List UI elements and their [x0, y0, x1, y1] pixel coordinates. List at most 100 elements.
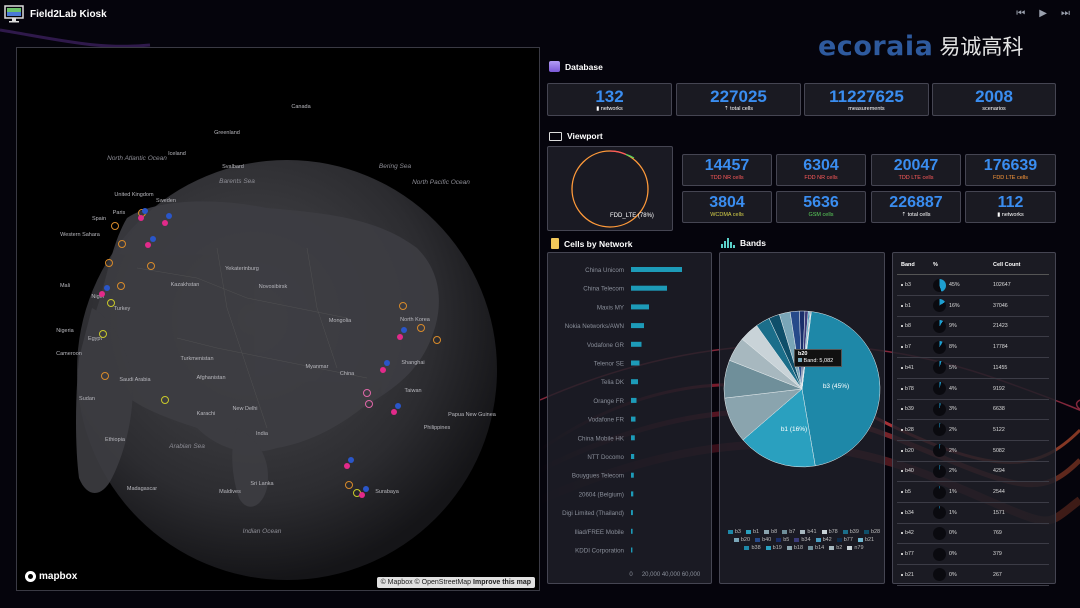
legend-item[interactable]: b38	[744, 545, 761, 551]
network-bar[interactable]	[631, 397, 637, 403]
map-place-label: Myanmar	[306, 364, 329, 370]
skip-forward-icon[interactable]: ⏭	[1061, 8, 1070, 19]
network-type-donut[interactable]: FDD_LTE (78%)	[547, 146, 673, 231]
legend-item[interactable]: b18	[786, 545, 803, 551]
legend-label: b7	[789, 529, 796, 535]
legend-swatch	[847, 546, 853, 550]
legend-item[interactable]: b41	[800, 529, 817, 535]
band-cell: b7	[897, 344, 933, 350]
count-cell: 5122	[993, 426, 1005, 433]
legend-item[interactable]: b5	[776, 537, 789, 543]
network-label: Maxis MY	[597, 304, 624, 311]
band-row[interactable]: b28 2% 5122	[897, 420, 1049, 441]
network-bar[interactable]	[631, 435, 635, 441]
legend-item[interactable]: b14	[808, 545, 824, 551]
band-row[interactable]: b5 1% 2544	[897, 482, 1049, 503]
band-row[interactable]: b20 2% 5082	[897, 441, 1049, 462]
mini-pie-icon	[933, 464, 946, 478]
mini-pie-icon	[933, 526, 946, 540]
donut-label: FDD_LTE (78%)	[610, 213, 654, 219]
network-bar[interactable]	[631, 341, 642, 347]
legend-label: b20	[740, 537, 751, 543]
legend-item[interactable]: n79	[847, 545, 864, 551]
band-row[interactable]: b21 0% 267	[897, 565, 1049, 586]
mapbox-credit[interactable]: © Mapbox	[380, 579, 413, 586]
network-bar[interactable]	[631, 285, 667, 291]
improve-map-link[interactable]: Improve this map	[473, 579, 531, 586]
stat-label: WCDMA cells	[710, 212, 744, 218]
band-row[interactable]: b39 3% 6638	[897, 399, 1049, 421]
bands-pie-panel[interactable]: b3 (45%) b1 (16%) b20 Band: 5,082 b3 b1 b8 b…	[719, 252, 885, 584]
monitor-icon	[549, 131, 562, 141]
play-icon[interactable]: ▶	[1039, 8, 1047, 19]
network-bar[interactable]	[631, 547, 633, 553]
band-row[interactable]: b77 0% 379	[897, 544, 1049, 566]
band-row[interactable]: b78 4% 9192	[897, 379, 1049, 400]
legend-swatch	[727, 530, 733, 534]
network-bar[interactable]	[631, 510, 633, 516]
mapbox-logo[interactable]: mapbox	[25, 571, 77, 582]
band-row[interactable]: b34 1% 1571	[897, 503, 1049, 524]
map-place-label: Spain	[92, 216, 106, 222]
globe-map[interactable]: Canada Greenland Iceland North Atlantic Oce…	[16, 47, 540, 591]
count-cell: 267	[993, 571, 1002, 578]
legend-item[interactable]: b7	[782, 529, 795, 535]
band-cell: b34	[897, 510, 933, 516]
network-bar[interactable]	[631, 528, 633, 534]
band-row[interactable]: b40 2% 4294	[897, 461, 1049, 483]
cells-by-network-chart[interactable]: China Unicom China Telecom Maxis MY Nokia N…	[547, 252, 712, 584]
band-row[interactable]: b42 0% 769	[897, 523, 1049, 545]
network-bar[interactable]	[631, 304, 649, 310]
legend-item[interactable]: b1	[746, 529, 759, 535]
stat-value: 176639	[983, 157, 1038, 174]
stat-label: ⇡ total cells	[723, 106, 754, 112]
pie-label-b1: b1 (16%)	[781, 426, 807, 433]
band-cell: b41	[897, 365, 933, 371]
database-icon	[549, 61, 560, 72]
band-row[interactable]: b3 45% 102647	[897, 275, 1049, 296]
network-bar[interactable]	[631, 379, 638, 385]
legend-item[interactable]: b19	[765, 545, 782, 551]
legend-item[interactable]: b34	[794, 537, 811, 543]
legend-item[interactable]: b28	[863, 529, 880, 535]
legend-swatch	[746, 530, 751, 534]
band-row[interactable]: b7 8% 17784	[897, 337, 1049, 359]
map-place-label: Yekaterinburg	[225, 266, 259, 272]
osm-credit[interactable]: © OpenStreetMap	[414, 579, 472, 586]
legend-item[interactable]: b77	[836, 537, 853, 543]
pie-slice-b1[interactable]	[742, 388, 816, 468]
legend-label: b8	[771, 529, 778, 535]
map-place-label: Mongolia	[329, 318, 352, 324]
band-row[interactable]: b8 9% 21423	[897, 316, 1049, 338]
legend-item[interactable]: b21	[857, 537, 874, 543]
network-label: China Telecom	[583, 286, 624, 293]
band-row[interactable]: b41 5% 11455	[897, 358, 1049, 379]
legend-item[interactable]: b78	[821, 529, 838, 535]
map-place-label: North Atlantic Ocean	[107, 155, 167, 162]
legend-item[interactable]: b42	[815, 537, 832, 543]
map-place-label: Western Sahara	[60, 232, 101, 238]
network-bar[interactable]	[631, 267, 682, 272]
count-cell: 769	[993, 530, 1002, 537]
legend-item[interactable]: b39	[842, 529, 859, 535]
network-bar[interactable]	[631, 472, 634, 478]
mini-pie-icon	[933, 299, 946, 313]
app-title: Field2Lab Kiosk	[30, 9, 107, 20]
legend-item[interactable]: b20	[733, 537, 751, 543]
skip-back-icon[interactable]: ⏮	[1016, 8, 1026, 19]
legend-item[interactable]: b40	[755, 537, 771, 543]
band-cell: b3	[897, 282, 933, 288]
network-bar[interactable]	[631, 491, 634, 497]
legend-item[interactable]: b3	[727, 529, 741, 535]
pct-cell: 5%	[933, 361, 989, 375]
band-cell: b39	[897, 406, 933, 412]
band-row[interactable]: b1 16% 37046	[897, 296, 1049, 317]
legend-item[interactable]: b8	[764, 529, 777, 535]
network-bar[interactable]	[631, 454, 635, 459]
network-bar[interactable]	[631, 416, 636, 422]
network-bar[interactable]	[631, 360, 640, 366]
network-bar[interactable]	[631, 323, 644, 329]
legend-label: n79	[854, 545, 864, 551]
legend-item[interactable]: b2	[829, 545, 842, 551]
